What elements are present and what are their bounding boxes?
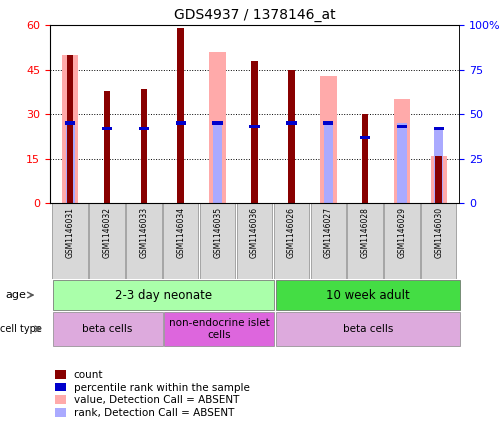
Bar <box>288 70 295 203</box>
Bar <box>362 114 368 203</box>
Bar <box>320 76 336 203</box>
Text: GSM1146035: GSM1146035 <box>213 207 222 258</box>
Bar <box>394 99 410 203</box>
Bar <box>347 203 383 279</box>
Text: GSM1146031: GSM1146031 <box>66 207 75 258</box>
Text: GSM1146027: GSM1146027 <box>324 207 333 258</box>
Bar <box>210 52 226 203</box>
Bar <box>102 126 112 130</box>
Bar <box>62 55 78 203</box>
Bar <box>213 123 222 203</box>
Bar <box>176 121 186 125</box>
Bar <box>139 126 149 130</box>
Bar <box>323 121 333 125</box>
Bar <box>163 203 199 279</box>
Text: GSM1146029: GSM1146029 <box>397 207 407 258</box>
Bar <box>141 89 147 203</box>
Text: beta cells: beta cells <box>343 324 393 334</box>
Bar <box>67 55 73 203</box>
Bar <box>251 61 258 203</box>
Bar <box>310 203 346 279</box>
Bar <box>421 203 457 279</box>
Bar <box>286 121 296 125</box>
Bar <box>89 203 125 279</box>
Bar <box>126 203 162 279</box>
Bar <box>324 123 333 203</box>
Bar <box>397 125 407 129</box>
Text: GSM1146034: GSM1146034 <box>176 207 185 258</box>
Text: GSM1146028: GSM1146028 <box>361 207 370 258</box>
Bar <box>104 91 110 203</box>
Text: 10 week adult: 10 week adult <box>326 288 410 302</box>
Bar <box>65 121 75 125</box>
Bar <box>164 312 274 346</box>
Bar <box>434 126 444 130</box>
Legend: count, percentile rank within the sample, value, Detection Call = ABSENT, rank, : count, percentile rank within the sample… <box>55 370 250 418</box>
Bar <box>273 203 309 279</box>
Bar <box>431 156 447 203</box>
Text: non-endocrine islet
cells: non-endocrine islet cells <box>169 318 269 340</box>
Bar <box>275 312 460 346</box>
Title: GDS4937 / 1378146_at: GDS4937 / 1378146_at <box>174 8 335 22</box>
Bar <box>65 123 75 203</box>
Bar <box>384 203 420 279</box>
Text: GSM1146026: GSM1146026 <box>287 207 296 258</box>
Bar <box>52 280 274 310</box>
Text: cell type: cell type <box>0 324 42 334</box>
Text: GSM1146033: GSM1146033 <box>139 207 148 258</box>
Bar <box>360 135 370 139</box>
Bar <box>237 203 272 279</box>
Bar <box>275 280 460 310</box>
Bar <box>250 125 259 129</box>
Text: GSM1146032: GSM1146032 <box>102 207 112 258</box>
Text: GSM1146036: GSM1146036 <box>250 207 259 258</box>
Bar <box>434 129 444 203</box>
Bar <box>436 156 442 203</box>
Bar <box>200 203 236 279</box>
Bar <box>52 203 88 279</box>
Bar <box>397 123 407 203</box>
Text: age: age <box>5 290 26 300</box>
Bar <box>213 121 223 125</box>
Bar <box>178 28 184 203</box>
Text: 2-3 day neonate: 2-3 day neonate <box>115 288 212 302</box>
Text: beta cells: beta cells <box>82 324 133 334</box>
Text: GSM1146030: GSM1146030 <box>434 207 443 258</box>
Bar <box>52 312 163 346</box>
